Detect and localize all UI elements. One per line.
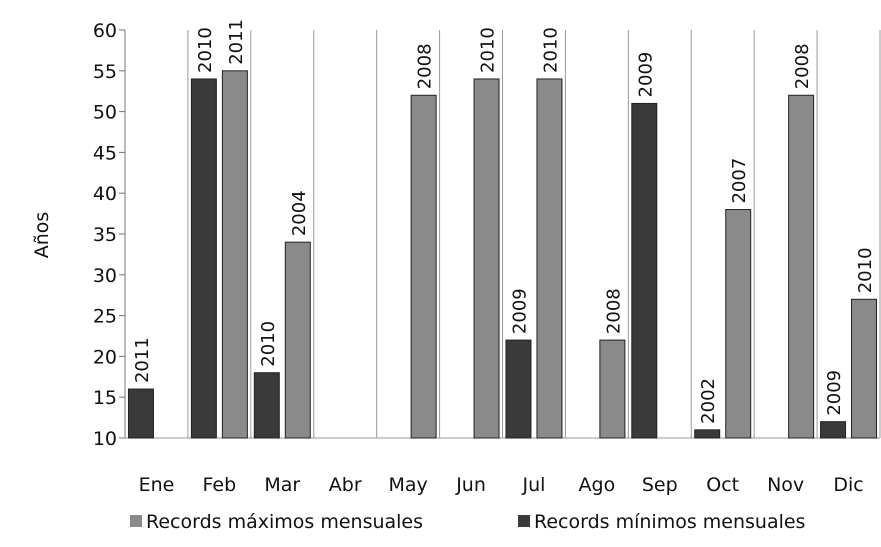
y-tick-label: 25: [93, 306, 117, 328]
x-tick-label: May: [388, 474, 427, 496]
y-tick-label: 10: [93, 428, 117, 450]
data-label: 2009: [635, 52, 656, 98]
y-tick-label: 30: [93, 265, 117, 287]
x-tick-label: Ago: [579, 474, 616, 496]
y-axis-label: Años: [31, 212, 53, 259]
legend-label: Records mínimos mensuales: [534, 511, 805, 533]
data-label: 2008: [415, 43, 436, 89]
y-axis: 10 15 20 25 30 35 40 45 50 55 60: [93, 20, 126, 450]
y-tick-label: 40: [93, 183, 117, 205]
legend-swatch: [130, 515, 142, 527]
data-label: 2008: [792, 43, 813, 89]
chart-bars: 2011 2010 2011 2010 2004 2008 2010 2009 2010 2008…: [127, 19, 878, 439]
x-tick-label: Feb: [203, 474, 237, 496]
x-tick-label: Dic: [833, 474, 863, 496]
y-tick-label: 50: [93, 102, 117, 124]
data-label: 2010: [195, 27, 216, 73]
chart-legend: Records máximos mensuales Records mínimos…: [130, 511, 805, 533]
bar-max-ago: [599, 339, 626, 439]
bar-max-mar: [284, 241, 311, 439]
data-label: 2011: [226, 19, 247, 65]
legend-swatch: [518, 515, 530, 527]
data-label: 2010: [540, 27, 561, 73]
data-label: 2004: [289, 190, 310, 236]
bar-max-oct: [725, 209, 752, 439]
data-label: 2010: [855, 247, 876, 293]
x-tick-label: Ene: [139, 474, 175, 496]
data-label: 2010: [478, 27, 499, 73]
bar-min-jul: [505, 339, 532, 439]
bar-max-dic: [851, 298, 878, 439]
x-tick-label: Oct: [706, 474, 739, 496]
bar-min-mar: [253, 372, 280, 439]
bar-min-feb: [190, 78, 217, 439]
bar-min-sep: [631, 102, 658, 439]
data-label: 2008: [603, 288, 624, 334]
x-tick-label: Abr: [329, 474, 362, 496]
bar-min-oct: [694, 429, 721, 439]
bar-max-nov: [788, 94, 815, 439]
bar-max-jun: [473, 78, 500, 439]
x-tick-label: Jul: [521, 474, 545, 496]
y-tick-label: 15: [93, 387, 117, 409]
bar-max-may: [410, 94, 437, 439]
y-tick-label: 55: [93, 61, 117, 83]
x-tick-label: Jun: [455, 474, 486, 496]
bar-min-ene: [127, 388, 154, 439]
data-label: 2002: [698, 378, 719, 424]
data-label: 2011: [132, 337, 153, 383]
y-tick-label: 35: [93, 224, 117, 246]
data-label: 2010: [258, 321, 279, 367]
y-tick-label: 60: [93, 20, 117, 42]
x-tick-label: Nov: [767, 474, 804, 496]
x-tick-label: Mar: [264, 474, 300, 496]
data-label: 2007: [729, 158, 750, 204]
legend-label: Records máximos mensuales: [146, 511, 423, 533]
y-tick-label: 20: [93, 346, 117, 368]
bar-max-jul: [536, 78, 563, 439]
data-label: 2009: [509, 288, 530, 334]
data-label: 2009: [824, 370, 845, 416]
bar-max-feb: [221, 70, 248, 439]
y-tick-label: 45: [93, 142, 117, 164]
chart-grid: [124, 30, 881, 439]
x-tick-label: Sep: [642, 474, 678, 496]
x-axis: Ene Feb Mar Abr May Jun Jul Ago Sep Oct Nov Dic: [139, 474, 864, 496]
bar-min-dic: [820, 421, 847, 439]
